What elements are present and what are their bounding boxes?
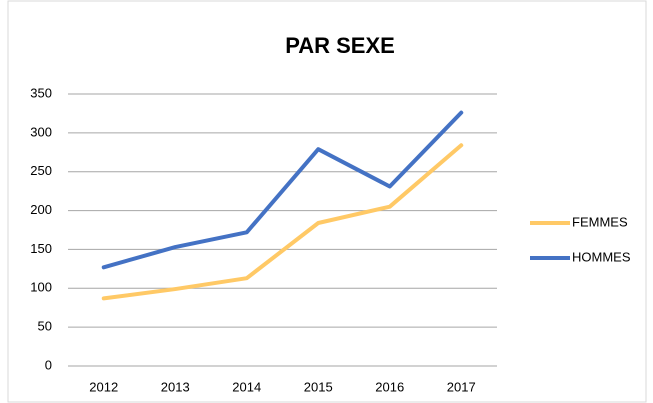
x-tick-label: 2014 — [232, 379, 261, 394]
y-tick-label: 300 — [30, 124, 52, 139]
legend-label: HOMMES — [572, 249, 631, 264]
x-tick-label: 2013 — [161, 379, 190, 394]
y-tick-label: 250 — [30, 163, 52, 178]
y-tick-label: 100 — [30, 280, 52, 295]
chart-frame — [7, 0, 647, 403]
y-tick-label: 350 — [30, 85, 52, 100]
series-line — [101, 110, 464, 270]
y-tick-label: 0 — [45, 357, 52, 372]
y-tick-label: 150 — [30, 241, 52, 256]
x-tick-label: 2015 — [304, 379, 333, 394]
y-tick-label: 50 — [38, 319, 52, 334]
x-tick-label: 2016 — [375, 379, 404, 394]
chart-title: PAR SEXE — [285, 33, 395, 58]
series-line — [101, 143, 464, 301]
legend-label: FEMMES — [572, 214, 628, 229]
y-tick-label: 200 — [30, 202, 52, 217]
x-tick-label: 2017 — [447, 379, 476, 394]
x-tick-label: 2012 — [89, 379, 118, 394]
